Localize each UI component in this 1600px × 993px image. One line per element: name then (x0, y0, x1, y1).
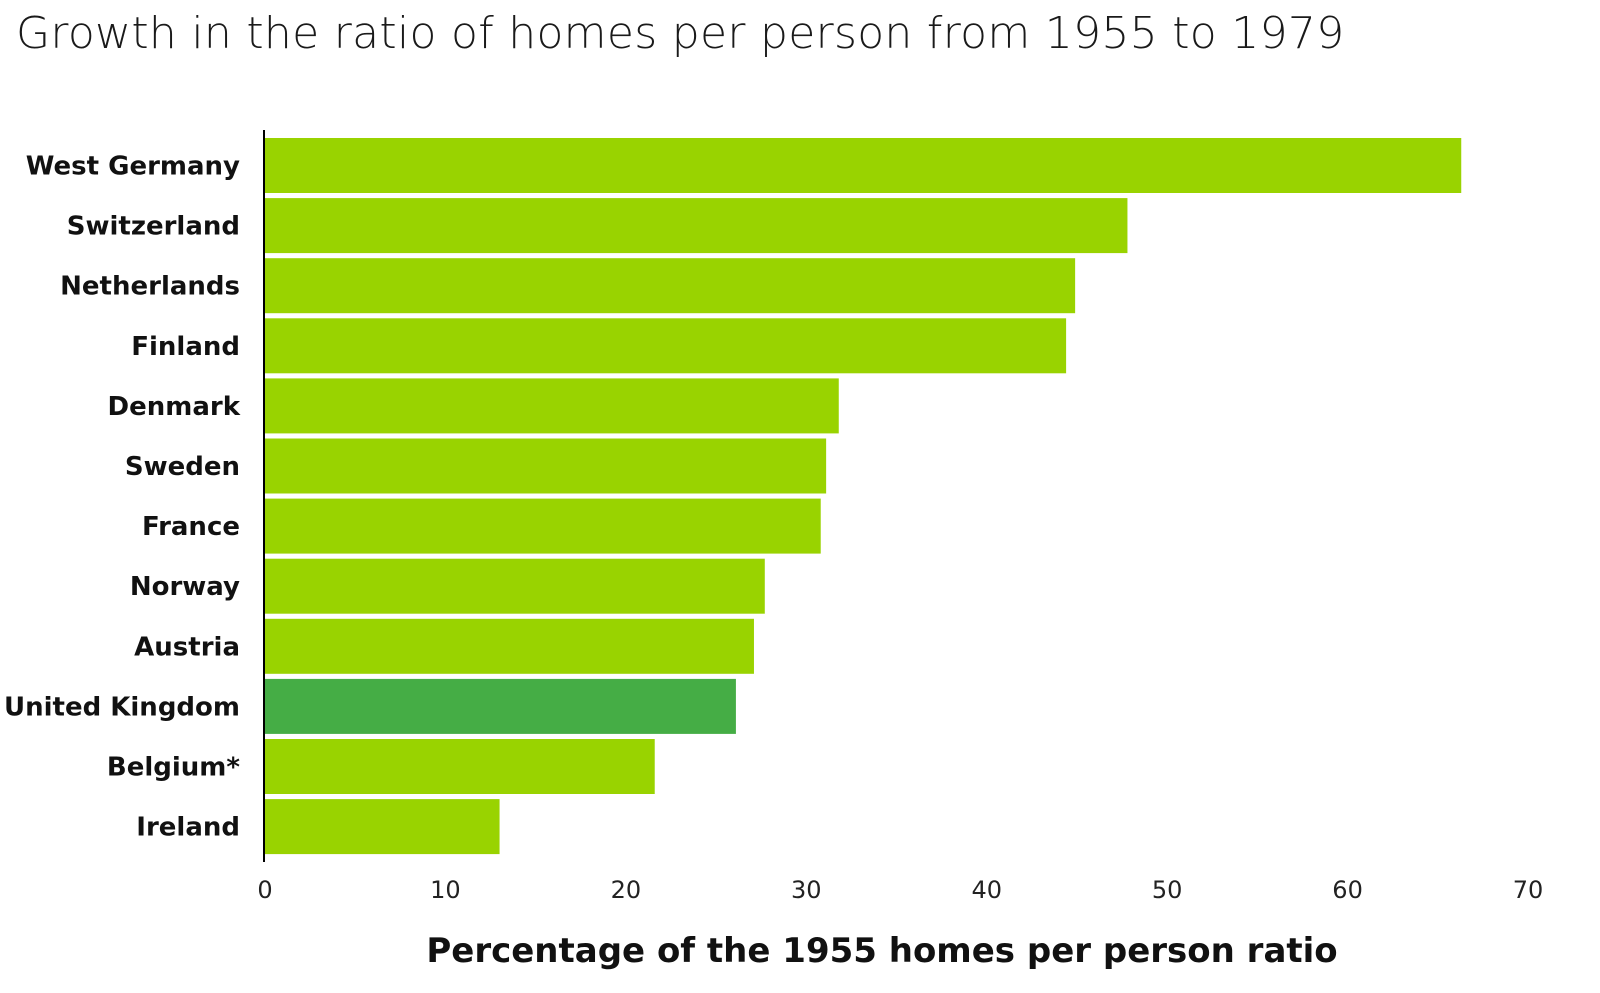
x-tick-label: 10 (430, 876, 461, 904)
category-label: Belgium* (107, 753, 240, 783)
category-label: Netherlands (60, 272, 240, 302)
x-tick-label: 60 (1332, 876, 1363, 904)
bar-norway (265, 558, 765, 614)
category-label: Finland (131, 332, 240, 362)
bar-france (265, 498, 821, 554)
bar-austria (265, 618, 754, 674)
x-axis-label: Percentage of the 1955 homes per person … (426, 931, 1337, 971)
bar-west-germany (265, 138, 1462, 193)
chart-title: Growth in the ratio of homes per person … (16, 8, 1345, 59)
category-label: Switzerland (67, 212, 240, 242)
bar-united-kingdom (265, 678, 736, 734)
x-tick-label: 0 (257, 876, 272, 904)
category-label: West Germany (26, 152, 240, 182)
bar-ireland (265, 799, 500, 855)
x-tick-label: 50 (1152, 876, 1183, 904)
category-labels-group: West Germany Switzerland Netherlands Finlan… (4, 152, 241, 843)
category-label: France (142, 512, 240, 542)
bar-netherlands (265, 258, 1076, 314)
x-tick-labels-group: 0 10 20 30 40 50 60 70 (257, 876, 1543, 904)
bar-finland (265, 318, 1067, 374)
bar-switzerland (265, 198, 1128, 254)
bar-sweden (265, 438, 827, 494)
category-label: Denmark (108, 392, 241, 422)
x-tick-label: 70 (1513, 876, 1544, 904)
x-tick-label: 40 (971, 876, 1002, 904)
x-tick-label: 30 (791, 876, 822, 904)
x-tick-label: 20 (611, 876, 642, 904)
category-label: Ireland (136, 813, 240, 843)
category-label: Austria (134, 632, 240, 662)
bar-belgium (265, 739, 655, 794)
bar-denmark (265, 378, 839, 434)
category-label: Norway (130, 572, 240, 602)
category-label: Sweden (125, 452, 240, 482)
category-label: United Kingdom (4, 692, 240, 722)
bars-group (265, 138, 1462, 855)
